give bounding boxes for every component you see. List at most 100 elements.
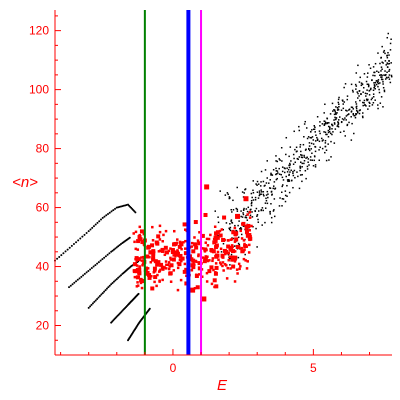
black-point — [236, 208, 239, 211]
black-point — [272, 210, 275, 212]
black-point — [262, 180, 265, 183]
black-point — [229, 257, 232, 260]
black-point — [288, 166, 291, 169]
black-point — [299, 166, 301, 169]
curve-point — [115, 246, 118, 249]
black-point — [264, 202, 267, 204]
curve-point — [90, 267, 93, 270]
curve-point — [75, 241, 78, 244]
curve-point — [105, 214, 108, 217]
black-point — [298, 187, 301, 190]
curve-point — [114, 279, 117, 282]
black-point — [311, 136, 314, 138]
black-point — [345, 119, 347, 121]
red-point — [133, 240, 136, 244]
red-point — [169, 258, 173, 261]
red-point — [160, 248, 165, 253]
black-point — [324, 103, 326, 106]
black-point — [328, 131, 331, 133]
red-point — [190, 241, 194, 245]
red-point — [174, 253, 178, 256]
curve-point — [103, 290, 106, 293]
axes: 20 40 60 80 100 120 0 5 — [29, 10, 392, 375]
black-point — [275, 170, 278, 172]
black-point — [336, 125, 339, 127]
curve-point — [103, 215, 106, 218]
black-point — [355, 107, 358, 110]
black-point — [380, 70, 382, 72]
black-point — [288, 164, 290, 167]
black-point — [378, 88, 380, 91]
red-point — [190, 245, 194, 248]
black-point — [356, 91, 359, 93]
curve-point — [134, 211, 137, 214]
black-point — [315, 134, 317, 136]
black-point — [306, 168, 309, 170]
black-point — [386, 54, 389, 57]
black-point — [337, 101, 340, 104]
black-point — [387, 32, 390, 35]
red-point — [159, 262, 164, 267]
curve-point — [94, 223, 97, 226]
red-point — [151, 255, 156, 260]
red-point — [214, 265, 219, 270]
black-point — [365, 98, 368, 100]
black-point — [388, 60, 390, 62]
black-point — [379, 62, 381, 65]
black-point — [316, 136, 318, 139]
black-point — [278, 167, 280, 170]
black-point — [374, 62, 377, 65]
curve-point — [85, 231, 88, 234]
black-point — [387, 76, 390, 79]
black-point — [276, 170, 279, 172]
black-point — [381, 76, 383, 78]
curve-point — [90, 303, 93, 306]
black-point — [260, 191, 263, 193]
red-point — [247, 233, 252, 238]
curve-point — [71, 283, 74, 286]
black-point — [321, 123, 324, 125]
black-point — [273, 198, 276, 200]
black-point — [237, 224, 239, 227]
red-point — [179, 241, 182, 244]
black-point — [365, 80, 368, 83]
black-point — [305, 127, 308, 129]
red-point — [240, 237, 244, 240]
red-point — [218, 233, 223, 238]
black-point — [287, 180, 289, 183]
red-point — [214, 284, 219, 289]
black-point — [257, 218, 259, 221]
black-point — [238, 243, 241, 246]
black-point — [316, 116, 319, 118]
black-point — [255, 227, 257, 230]
black-point — [303, 154, 305, 157]
red-point — [197, 273, 201, 276]
red-point — [210, 282, 214, 286]
black-point — [289, 162, 291, 165]
black-point — [300, 150, 302, 153]
black-point — [296, 150, 298, 152]
red-point — [205, 271, 209, 275]
black-point — [224, 194, 227, 196]
red-point — [240, 249, 245, 254]
curve-point — [58, 255, 61, 258]
black-point — [377, 52, 379, 54]
black-point — [306, 165, 309, 168]
black-point — [285, 136, 288, 139]
black-point — [386, 77, 388, 79]
red-point — [245, 231, 248, 235]
black-point — [250, 202, 253, 205]
black-point — [371, 104, 374, 106]
red-point — [233, 280, 237, 283]
black-point — [358, 81, 361, 83]
curve-point — [83, 233, 86, 236]
red-point — [204, 241, 208, 244]
black-point — [377, 107, 379, 110]
black-point — [244, 216, 247, 219]
black-point — [266, 160, 268, 162]
red-point — [155, 284, 158, 288]
black-point — [294, 148, 296, 151]
black-point — [258, 192, 261, 194]
black-point — [374, 99, 376, 101]
black-point — [229, 223, 231, 225]
